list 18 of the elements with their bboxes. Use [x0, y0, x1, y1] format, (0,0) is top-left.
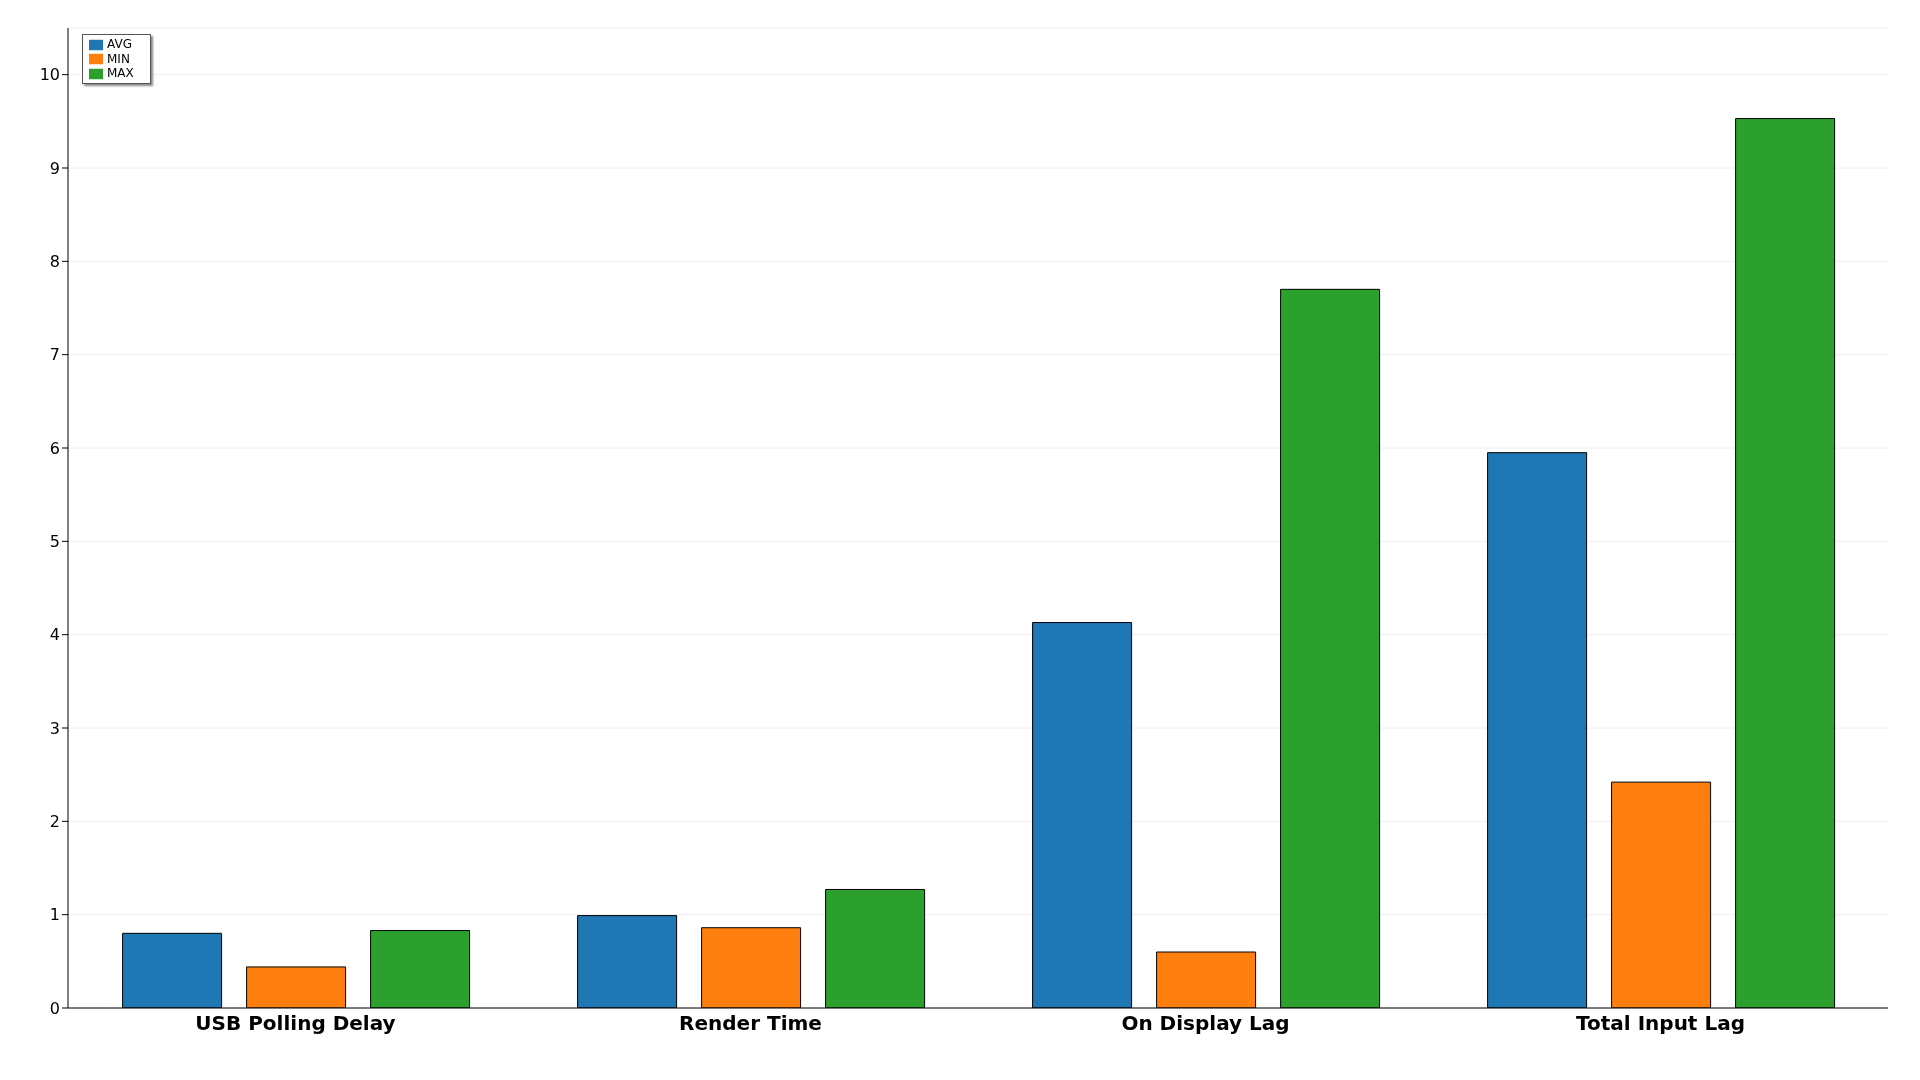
y-tick-label: 1 [49, 905, 60, 925]
legend-label: MIN [107, 51, 130, 66]
legend-label: MAX [107, 66, 134, 80]
legend-label: AVG [107, 37, 132, 51]
y-tick-label: 5 [49, 532, 60, 552]
x-tick-label: Render Time [679, 1011, 822, 1036]
y-tick-label: 6 [49, 438, 60, 458]
y-tick-label: 7 [49, 345, 60, 365]
y-tick-label: 0 [49, 998, 60, 1018]
y-tick-label: 8 [49, 252, 60, 272]
y-tick-label: 2 [49, 812, 60, 832]
y-tick-label: 10 [39, 65, 60, 85]
x-tick-label: On Display Lag [1121, 1011, 1290, 1036]
y-tick-label: 3 [49, 718, 60, 738]
x-tick-label: Total Input Lag [1576, 1011, 1745, 1036]
y-tick-label: 4 [49, 625, 60, 645]
x-tick-label: USB Polling Delay [195, 1011, 396, 1036]
y-tick-label: 9 [49, 158, 60, 178]
